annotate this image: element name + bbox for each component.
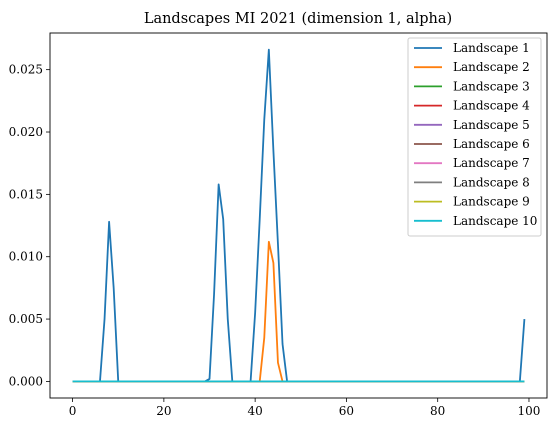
plot-frame — [49, 32, 548, 399]
legend-label: Landscape 7 — [453, 156, 530, 170]
legend-label: Landscape 2 — [453, 60, 530, 74]
legend-label: Landscape 4 — [453, 99, 530, 113]
x-tick-label: 20 — [156, 404, 171, 418]
y-tick-label: 0.020 — [9, 125, 43, 139]
x-tick-label: 40 — [248, 404, 263, 418]
y-tick-label: 0.005 — [9, 312, 43, 326]
x-tick-label: 60 — [339, 404, 354, 418]
series-line-2 — [72, 240, 525, 383]
legend-label: Landscape 6 — [453, 137, 530, 151]
x-tick-label: 100 — [518, 404, 541, 418]
legend-label: Landscape 10 — [453, 214, 537, 228]
legend-label: Landscape 9 — [453, 195, 530, 209]
y-tick-label: 0.010 — [9, 250, 43, 264]
legend-label: Landscape 1 — [453, 41, 530, 55]
legend: Landscape 1 Landscape 2 Landscape 3 Landsca… — [407, 37, 542, 237]
series-layer — [72, 48, 526, 383]
y-tick-label: 0.015 — [9, 187, 43, 201]
x-tick-label: 80 — [430, 404, 445, 418]
y-tick-label: 0.000 — [9, 374, 43, 388]
legend-label: Landscape 3 — [453, 79, 530, 93]
legend-box — [407, 37, 542, 237]
axes-layer: 0 20 40 60 80 100 0.000 0.005 0.010 0.015 0.020 0.0… — [9, 32, 548, 418]
legend-label: Landscape 8 — [453, 175, 530, 189]
chart-title: Landscapes MI 2021 (dimension 1, alpha) — [144, 11, 452, 27]
x-tick-label: 0 — [69, 404, 77, 418]
legend-label: Landscape 5 — [453, 118, 530, 132]
y-tick-label: 0.025 — [9, 63, 43, 77]
